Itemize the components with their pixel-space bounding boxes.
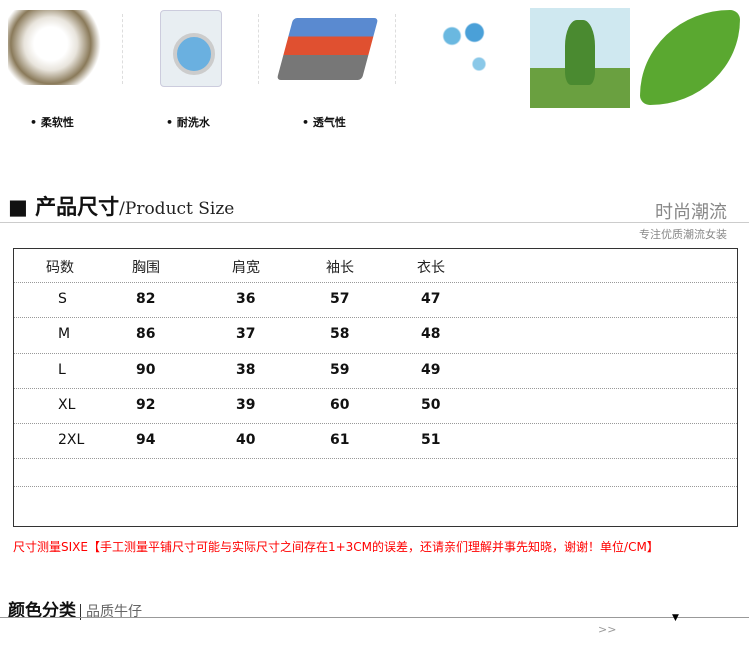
table-cell: 48 (421, 326, 441, 342)
table-header-row: 码数 胸围 肩宽 袖长 衣长 (14, 249, 737, 283)
more-link[interactable]: >> (598, 623, 617, 636)
table-cell: 86 (136, 326, 156, 342)
table-cell: 37 (236, 326, 256, 342)
table-row (14, 459, 737, 487)
table-row: L 90 38 59 49 (14, 354, 737, 389)
breathable-fabric-image (276, 18, 379, 80)
table-cell: S (58, 291, 67, 307)
column-header: 肩宽 (232, 260, 260, 276)
square-bullet-icon: ■ (8, 195, 36, 219)
table-row: M 86 37 58 48 (14, 318, 737, 354)
table-cell: L (58, 362, 66, 378)
feature-washable: • 耐洗水 (166, 116, 210, 129)
table-cell: 57 (330, 291, 350, 307)
table-row (14, 487, 737, 520)
table-cell: 39 (236, 397, 256, 413)
runner-grass-image (530, 8, 630, 108)
table-cell: 92 (136, 397, 156, 413)
molecule-image (425, 15, 515, 85)
table-row: S 82 36 57 47 (14, 283, 737, 318)
cotton-image (8, 10, 103, 85)
column-header: 码数 (46, 260, 74, 276)
table-cell: 58 (330, 326, 350, 342)
measurement-note: 尺寸测量SIXE【手工测量平铺尺寸可能与实际尺寸之间存在1+3CM的误差，还请亲… (13, 540, 659, 554)
table-cell: 82 (136, 291, 156, 307)
table-cell: 2XL (58, 432, 85, 448)
feature-breathable: • 透气性 (302, 116, 346, 129)
table-cell: M (58, 326, 71, 342)
table-cell: XL (58, 397, 76, 413)
triangle-down-icon: ▼ (672, 613, 679, 623)
feature-soft: • 柔软性 (30, 116, 74, 129)
size-table: 码数 胸围 肩宽 袖长 衣长 S 82 36 57 47 M 86 37 58 48 L 90 38 59 49 XL 9… (13, 248, 738, 527)
table-cell: 90 (136, 362, 156, 378)
table-cell: 94 (136, 432, 156, 448)
table-row: 2XL 94 40 61 51 (14, 424, 737, 459)
column-header: 胸围 (132, 260, 160, 276)
section-title: ■ 产品尺寸/Product Size (8, 195, 235, 219)
divider (0, 222, 749, 223)
table-cell: 51 (421, 432, 441, 448)
table-cell: 59 (330, 362, 350, 378)
table-cell: 40 (236, 432, 256, 448)
right-title: 时尚潮流 (655, 202, 727, 223)
color-section-title: 颜色分类 品质牛仔 (8, 601, 142, 621)
washing-machine-image (160, 10, 222, 87)
table-cell: 60 (330, 397, 350, 413)
color-section-sub: 品质牛仔 (80, 604, 142, 620)
column-header: 袖长 (326, 260, 354, 276)
divider (0, 617, 749, 618)
right-subtitle: 专注优质潮流女装 (639, 228, 727, 241)
table-cell: 36 (236, 291, 256, 307)
table-cell: 61 (330, 432, 350, 448)
table-cell: 49 (421, 362, 441, 378)
leaf-image (640, 10, 740, 105)
table-row: XL 92 39 60 50 (14, 389, 737, 424)
table-cell: 50 (421, 397, 441, 413)
table-cell: 47 (421, 291, 441, 307)
column-header: 衣长 (417, 260, 445, 276)
table-cell: 38 (236, 362, 256, 378)
